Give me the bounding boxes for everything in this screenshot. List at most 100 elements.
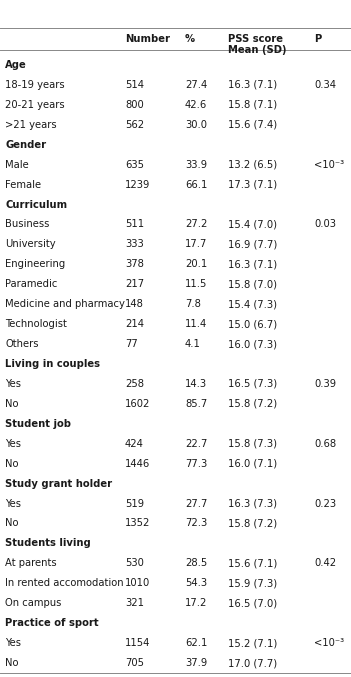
Text: 27.2: 27.2 xyxy=(185,219,207,230)
Text: 511: 511 xyxy=(125,219,144,230)
Text: 37.9: 37.9 xyxy=(185,658,207,668)
Text: PSS score: PSS score xyxy=(228,34,283,44)
Text: 15.6 (7.4): 15.6 (7.4) xyxy=(228,120,277,130)
Text: 321: 321 xyxy=(125,598,144,608)
Text: 30.0: 30.0 xyxy=(185,120,207,130)
Text: 148: 148 xyxy=(125,299,144,309)
Text: 42.6: 42.6 xyxy=(185,100,207,110)
Text: 4.1: 4.1 xyxy=(185,339,201,349)
Text: Student job: Student job xyxy=(5,419,71,429)
Text: Male: Male xyxy=(5,160,29,170)
Text: 1239: 1239 xyxy=(125,179,150,190)
Text: 530: 530 xyxy=(125,559,144,569)
Text: Technologist: Technologist xyxy=(5,319,67,329)
Text: 1352: 1352 xyxy=(125,519,150,529)
Text: 16.5 (7.0): 16.5 (7.0) xyxy=(228,598,277,608)
Text: Practice of sport: Practice of sport xyxy=(5,618,99,628)
Text: 562: 562 xyxy=(125,120,144,130)
Text: Yes: Yes xyxy=(5,379,21,389)
Text: 17.7: 17.7 xyxy=(185,240,207,249)
Text: No: No xyxy=(5,459,19,468)
Text: 217: 217 xyxy=(125,279,144,289)
Text: Curriculum: Curriculum xyxy=(5,200,67,209)
Text: 15.8 (7.2): 15.8 (7.2) xyxy=(228,519,277,529)
Text: 0.39: 0.39 xyxy=(314,379,336,389)
Text: 20-21 years: 20-21 years xyxy=(5,100,65,110)
Text: 1602: 1602 xyxy=(125,399,150,409)
Text: 16.0 (7.1): 16.0 (7.1) xyxy=(228,459,277,468)
Text: 378: 378 xyxy=(125,259,144,269)
Text: 62.1: 62.1 xyxy=(185,638,207,648)
Text: Study grant holder: Study grant holder xyxy=(5,479,112,489)
Text: Paramedic: Paramedic xyxy=(5,279,57,289)
Text: 15.4 (7.3): 15.4 (7.3) xyxy=(228,299,277,309)
Text: On campus: On campus xyxy=(5,598,61,608)
Text: 15.6 (7.1): 15.6 (7.1) xyxy=(228,559,277,569)
Text: 17.0 (7.7): 17.0 (7.7) xyxy=(228,658,277,668)
Text: 20.1: 20.1 xyxy=(185,259,207,269)
Text: 17.2: 17.2 xyxy=(185,598,207,608)
Text: 17.3 (7.1): 17.3 (7.1) xyxy=(228,179,277,190)
Text: 77.3: 77.3 xyxy=(185,459,207,468)
Text: 424: 424 xyxy=(125,439,144,449)
Text: 1446: 1446 xyxy=(125,459,150,468)
Text: 705: 705 xyxy=(125,658,144,668)
Text: 0.03: 0.03 xyxy=(314,219,336,230)
Text: 0.42: 0.42 xyxy=(314,559,336,569)
Text: 519: 519 xyxy=(125,498,144,508)
Text: 0.68: 0.68 xyxy=(314,439,336,449)
Text: Yes: Yes xyxy=(5,498,21,508)
Text: 514: 514 xyxy=(125,80,144,90)
Text: Age: Age xyxy=(5,60,27,70)
Text: 85.7: 85.7 xyxy=(185,399,207,409)
Text: No: No xyxy=(5,658,19,668)
Text: 15.9 (7.3): 15.9 (7.3) xyxy=(228,578,277,588)
Text: Gender: Gender xyxy=(5,139,46,150)
Text: Medicine and pharmacy: Medicine and pharmacy xyxy=(5,299,125,309)
Text: 15.8 (7.0): 15.8 (7.0) xyxy=(228,279,277,289)
Text: P: P xyxy=(314,34,321,44)
Text: 0.23: 0.23 xyxy=(314,498,336,508)
Text: Yes: Yes xyxy=(5,638,21,648)
Text: Yes: Yes xyxy=(5,439,21,449)
Text: 16.9 (7.7): 16.9 (7.7) xyxy=(228,240,277,249)
Text: 16.3 (7.1): 16.3 (7.1) xyxy=(228,259,277,269)
Text: 635: 635 xyxy=(125,160,144,170)
Text: %: % xyxy=(185,34,195,44)
Text: 15.2 (7.1): 15.2 (7.1) xyxy=(228,638,277,648)
Text: 11.4: 11.4 xyxy=(185,319,207,329)
Text: 66.1: 66.1 xyxy=(185,179,207,190)
Text: In rented accomodation: In rented accomodation xyxy=(5,578,124,588)
Text: Number: Number xyxy=(125,34,170,44)
Text: 15.0 (6.7): 15.0 (6.7) xyxy=(228,319,277,329)
Text: 16.0 (7.3): 16.0 (7.3) xyxy=(228,339,277,349)
Text: No: No xyxy=(5,399,19,409)
Text: 54.3: 54.3 xyxy=(185,578,207,588)
Text: 214: 214 xyxy=(125,319,144,329)
Text: 7.8: 7.8 xyxy=(185,299,201,309)
Text: 258: 258 xyxy=(125,379,144,389)
Text: 1154: 1154 xyxy=(125,638,150,648)
Text: 800: 800 xyxy=(125,100,144,110)
Text: 14.3: 14.3 xyxy=(185,379,207,389)
Text: Engineering: Engineering xyxy=(5,259,65,269)
Text: >21 years: >21 years xyxy=(5,120,57,130)
Text: <10⁻³: <10⁻³ xyxy=(314,638,344,648)
Text: Business: Business xyxy=(5,219,49,230)
Text: 333: 333 xyxy=(125,240,144,249)
Text: 15.8 (7.2): 15.8 (7.2) xyxy=(228,399,277,409)
Text: 77: 77 xyxy=(125,339,138,349)
Text: <10⁻³: <10⁻³ xyxy=(314,160,344,170)
Text: No: No xyxy=(5,519,19,529)
Text: University: University xyxy=(5,240,55,249)
Text: 16.3 (7.1): 16.3 (7.1) xyxy=(228,80,277,90)
Text: 72.3: 72.3 xyxy=(185,519,207,529)
Text: Students living: Students living xyxy=(5,538,91,548)
Text: 15.8 (7.3): 15.8 (7.3) xyxy=(228,439,277,449)
Text: 27.4: 27.4 xyxy=(185,80,207,90)
Text: 15.8 (7.1): 15.8 (7.1) xyxy=(228,100,277,110)
Text: 15.4 (7.0): 15.4 (7.0) xyxy=(228,219,277,230)
Text: 16.5 (7.3): 16.5 (7.3) xyxy=(228,379,277,389)
Text: 18-19 years: 18-19 years xyxy=(5,80,65,90)
Text: 22.7: 22.7 xyxy=(185,439,207,449)
